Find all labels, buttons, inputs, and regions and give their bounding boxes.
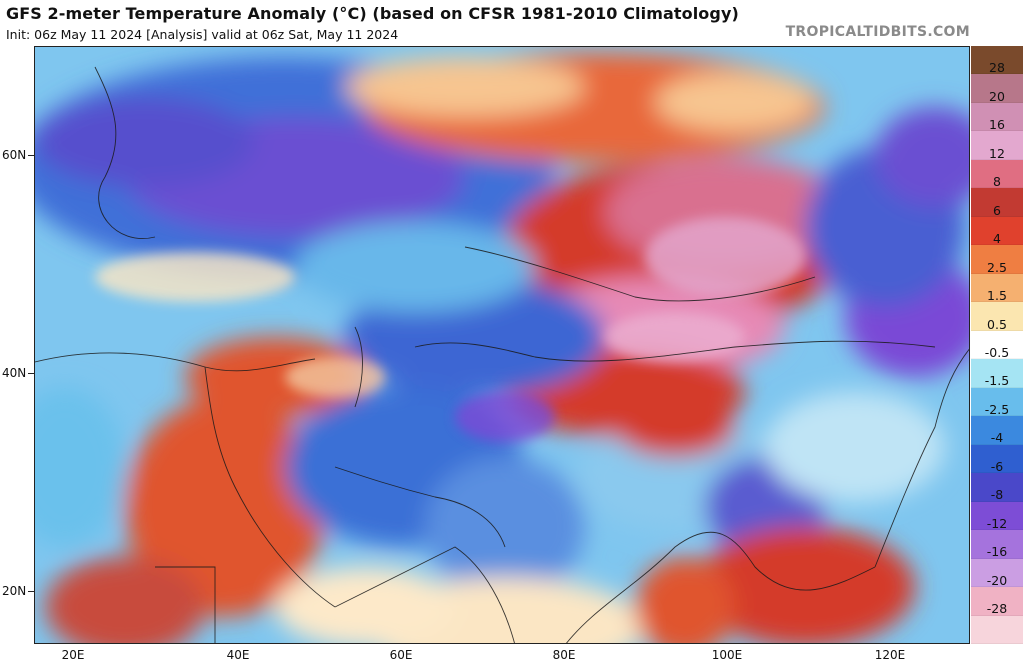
- colorbar-label: 4: [993, 231, 1001, 247]
- colorbar-label: 16: [989, 117, 1005, 133]
- colorbar-label: -12: [986, 515, 1008, 531]
- colorbar-swatch: [971, 387, 1023, 417]
- colorbar-label: -1.5: [984, 373, 1010, 389]
- lat-tick: [28, 155, 34, 156]
- colorbar-label: 6: [993, 202, 1001, 218]
- colorbar-swatch: [971, 188, 1023, 217]
- anomaly-field: [35, 47, 969, 643]
- lat-tick: [28, 591, 34, 592]
- site-credit[interactable]: TROPICALTIDBITS.COM: [785, 24, 970, 40]
- lon-label-40e: 40E: [226, 648, 250, 662]
- anomaly-map: [34, 46, 970, 644]
- lon-label-120e: 120E: [874, 648, 906, 662]
- colorbar-label: 8: [993, 174, 1001, 190]
- colorbar-label: -8: [990, 487, 1004, 503]
- colorbar-label: -0.5: [984, 345, 1010, 360]
- colorbar-label: 0.5: [987, 316, 1007, 332]
- colorbar-swatch: [971, 615, 1023, 644]
- colorbar-swatch: [971, 416, 1023, 445]
- lon-label-100e: 100E: [711, 648, 743, 662]
- init-valid-subtitle: Init: 06z May 11 2024 [Analysis] valid a…: [6, 27, 399, 42]
- colorbar-label: 12: [989, 145, 1005, 161]
- colorbar-swatch: [971, 330, 1023, 360]
- lat-label-20n: 20N: [2, 584, 27, 598]
- colorbar-swatch: [971, 131, 1023, 160]
- colorbar-label: -6: [990, 458, 1004, 474]
- colorbar-swatch: [971, 444, 1023, 474]
- colorbar-swatch: [971, 46, 1023, 75]
- colorbar-swatch: [971, 473, 1023, 502]
- colorbar-swatch: [971, 273, 1023, 303]
- colorbar-label: -16: [986, 544, 1008, 560]
- colorbar-swatch: [971, 501, 1023, 531]
- colorbar-legend: 28 20 16 12 8 6 4 2.5 1.5 0.5 -0.5 -1.5 -2.5 -4 -6 -8 -1…: [971, 46, 1023, 644]
- colorbar-label: 20: [989, 88, 1005, 104]
- lat-label-40n: 40N: [2, 366, 27, 380]
- colorbar-swatch: [971, 558, 1023, 588]
- lon-label-20e: 20E: [61, 648, 85, 662]
- colorbar-label: -2.5: [984, 401, 1010, 417]
- colorbar-swatch: [971, 216, 1023, 246]
- colorbar-swatch: [971, 159, 1023, 189]
- lat-tick: [28, 373, 34, 374]
- colorbar-label: 1.5: [987, 288, 1007, 304]
- colorbar-swatch: [971, 74, 1023, 103]
- colorbar-swatch: [971, 302, 1023, 331]
- lat-label-60n: 60N: [2, 148, 27, 162]
- chart-title: GFS 2-meter Temperature Anomaly (°C) (ba…: [6, 4, 739, 23]
- lon-label-80e: 80E: [552, 648, 576, 662]
- colorbar-swatch: [971, 102, 1023, 132]
- colorbar-swatch: [971, 587, 1023, 616]
- colorbar-swatch: [971, 245, 1023, 274]
- colorbar-swatch: [971, 359, 1023, 388]
- colorbar-label: -20: [986, 572, 1008, 588]
- colorbar-label: 2.5: [987, 259, 1007, 275]
- colorbar-label: -4: [990, 430, 1004, 446]
- colorbar-swatch: [971, 530, 1023, 559]
- lon-label-60e: 60E: [389, 648, 413, 662]
- colorbar-label: -28: [986, 601, 1008, 617]
- colorbar-label: 28: [989, 60, 1005, 76]
